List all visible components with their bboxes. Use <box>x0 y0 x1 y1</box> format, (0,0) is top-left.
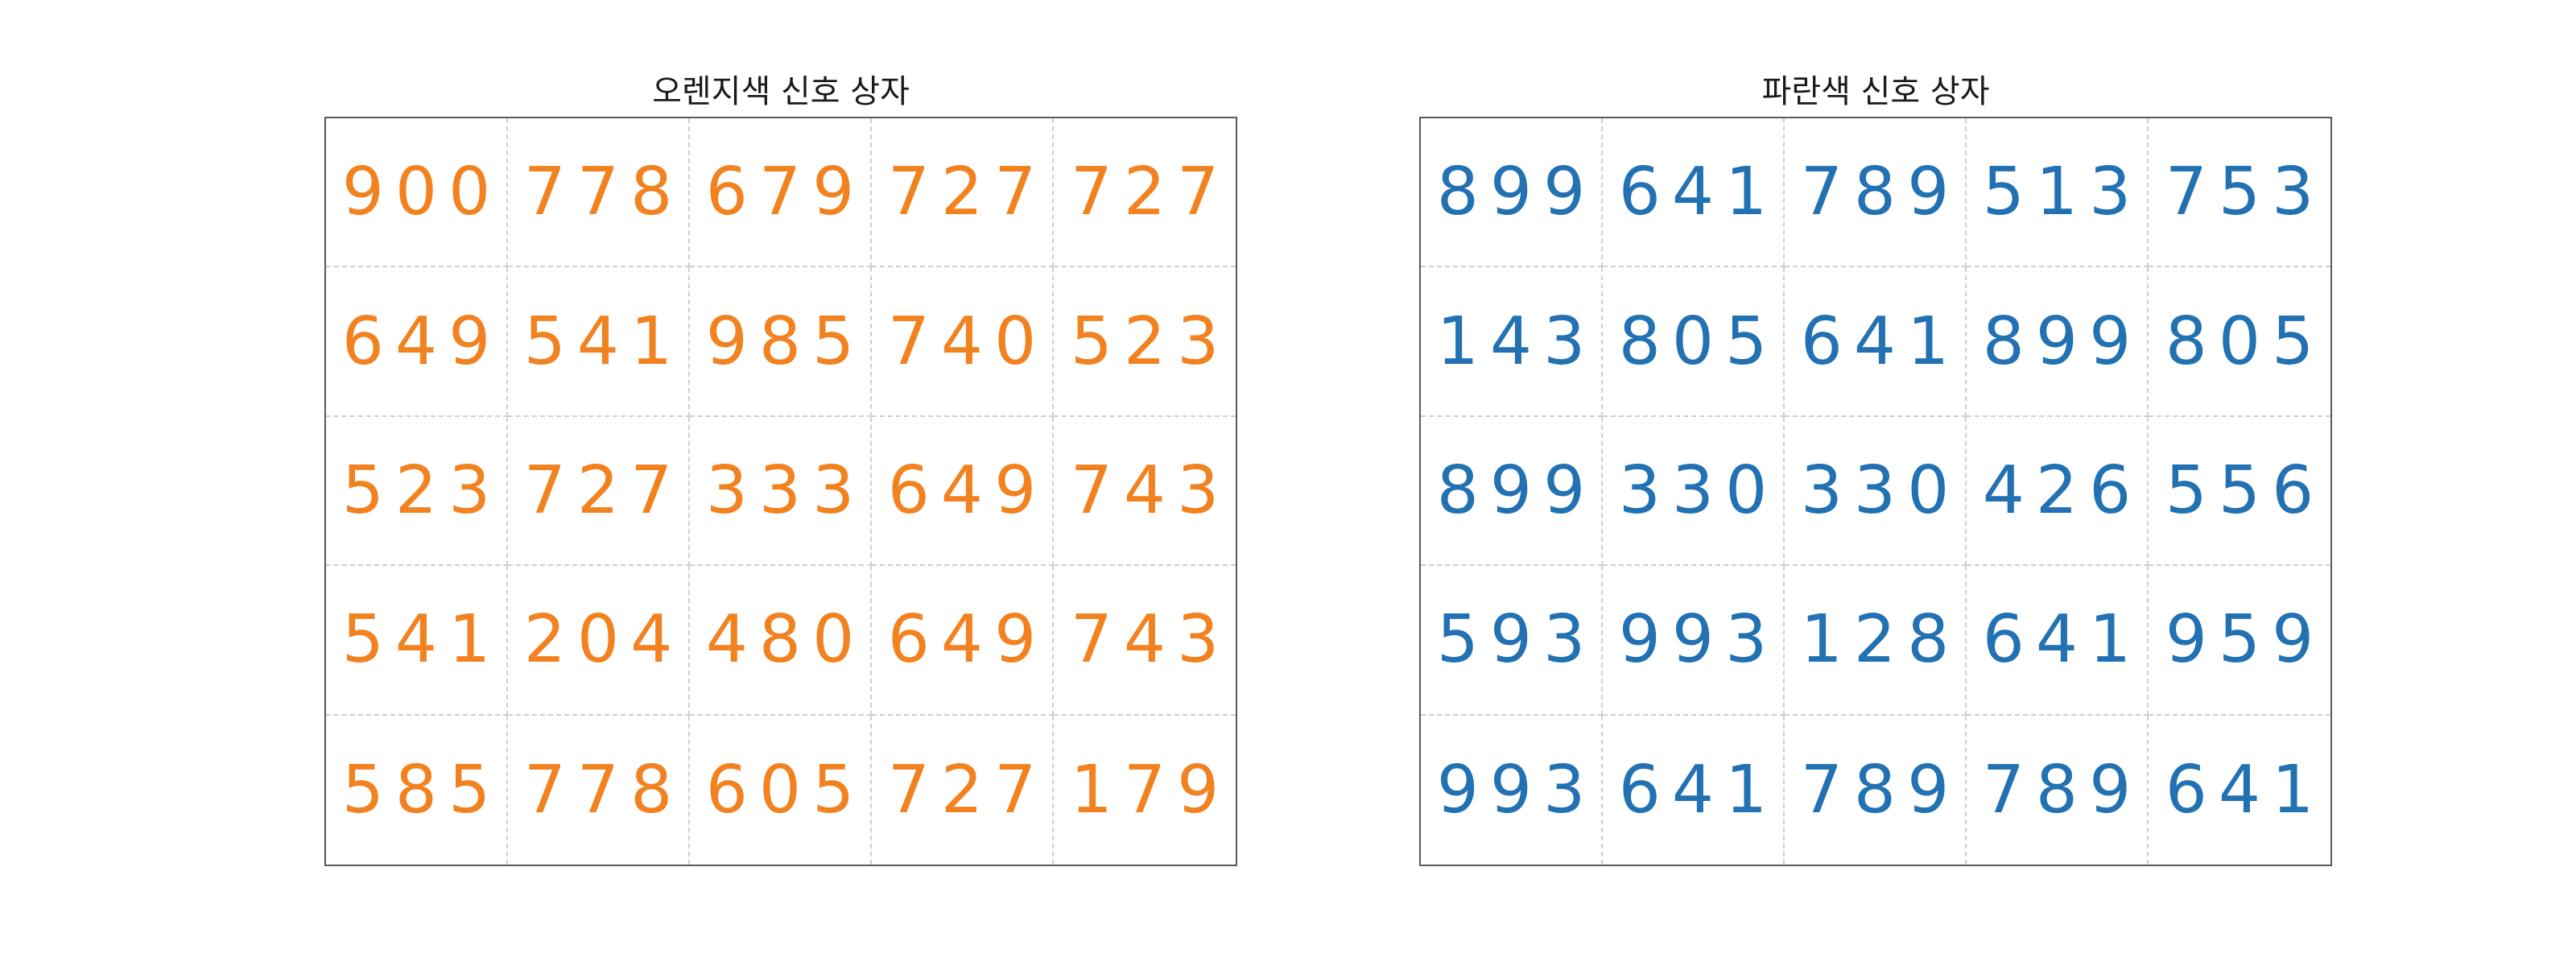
signal-cell: 778 <box>508 715 690 865</box>
signal-cell: 480 <box>690 566 872 716</box>
blue-panel-title: 파란색 신호 상자 <box>1761 73 1990 110</box>
signal-cell: 993 <box>1603 566 1785 716</box>
signal-cell: 556 <box>2149 417 2330 567</box>
signal-cell: 805 <box>1603 267 1785 417</box>
signal-cell: 959 <box>2149 566 2330 716</box>
signal-cell: 899 <box>1421 118 1603 268</box>
signal-cell: 789 <box>1785 118 1967 268</box>
signal-cell: 330 <box>1785 416 1967 567</box>
signal-cell: 985 <box>690 267 872 417</box>
signal-cell: 330 <box>1603 416 1785 567</box>
signal-cell: 778 <box>508 118 690 268</box>
signal-cell: 649 <box>872 416 1054 567</box>
signal-cell: 641 <box>1967 566 2149 716</box>
signal-cell: 743 <box>1054 417 1236 567</box>
signal-cell: 789 <box>1967 715 2149 865</box>
signal-cell: 743 <box>1054 566 1236 716</box>
signal-cell: 541 <box>326 566 508 716</box>
signal-cell: 899 <box>1421 416 1603 567</box>
signal-cell: 585 <box>326 715 508 865</box>
signal-cell: 900 <box>326 118 508 268</box>
signal-cell: 649 <box>326 267 508 417</box>
signal-cell: 789 <box>1785 715 1967 865</box>
signal-cell: 333 <box>690 416 872 567</box>
signal-cell: 641 <box>1603 715 1785 865</box>
signal-cell: 513 <box>1967 118 2149 268</box>
signal-cell: 727 <box>872 715 1054 865</box>
signal-cell: 605 <box>690 715 872 865</box>
orange-signal-panel: 오렌지색 신호 상자 900 778 679 727 727 649 541 985 740 52… <box>324 0 1237 966</box>
signal-cell: 727 <box>872 118 1054 268</box>
signal-cell: 641 <box>1785 267 1967 417</box>
signal-cell: 993 <box>1421 715 1603 865</box>
signal-cell: 727 <box>508 416 690 567</box>
signal-cell: 179 <box>1070 751 1231 828</box>
signal-cell: 649 <box>872 566 1054 716</box>
signal-cell: 899 <box>1967 267 2149 417</box>
blue-signal-box: 899 641 789 513 753 143 805 641 899 805 899 330 330 4… <box>1419 117 2332 866</box>
signal-cell: 805 <box>2149 267 2330 417</box>
signal-cell: 541 <box>508 267 690 417</box>
signal-cell: 727 <box>1054 118 1236 268</box>
signal-cell: 641 <box>1603 118 1785 268</box>
signal-cell: 753 <box>2149 118 2330 268</box>
signal-cell: 641 <box>2165 751 2326 828</box>
signal-cell: 523 <box>1054 267 1236 417</box>
orange-signal-box: 900 778 679 727 727 649 541 985 740 523 523 727 333 6… <box>324 117 1237 866</box>
orange-panel-title: 오렌지색 신호 상자 <box>652 73 910 110</box>
signal-cell: 204 <box>508 566 690 716</box>
signal-cell: 523 <box>326 416 508 567</box>
blue-signal-panel: 파란색 신호 상자 899 641 789 513 753 143 805 641 899 805… <box>1419 0 2332 966</box>
signal-cell: 128 <box>1785 566 1967 716</box>
signal-cell: 740 <box>872 267 1054 417</box>
signal-cell: 426 <box>1967 416 2149 567</box>
signal-cell: 143 <box>1421 267 1603 417</box>
signal-cell: 679 <box>690 118 872 268</box>
signal-cell: 593 <box>1421 566 1603 716</box>
